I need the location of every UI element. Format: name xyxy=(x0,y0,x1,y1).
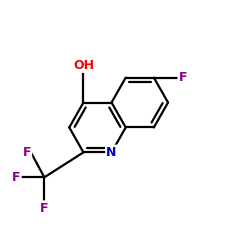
Text: N: N xyxy=(106,146,117,159)
Text: F: F xyxy=(40,202,48,214)
Text: F: F xyxy=(12,171,20,184)
Text: F: F xyxy=(22,146,31,159)
Text: F: F xyxy=(179,71,187,84)
Text: OH: OH xyxy=(73,59,94,72)
